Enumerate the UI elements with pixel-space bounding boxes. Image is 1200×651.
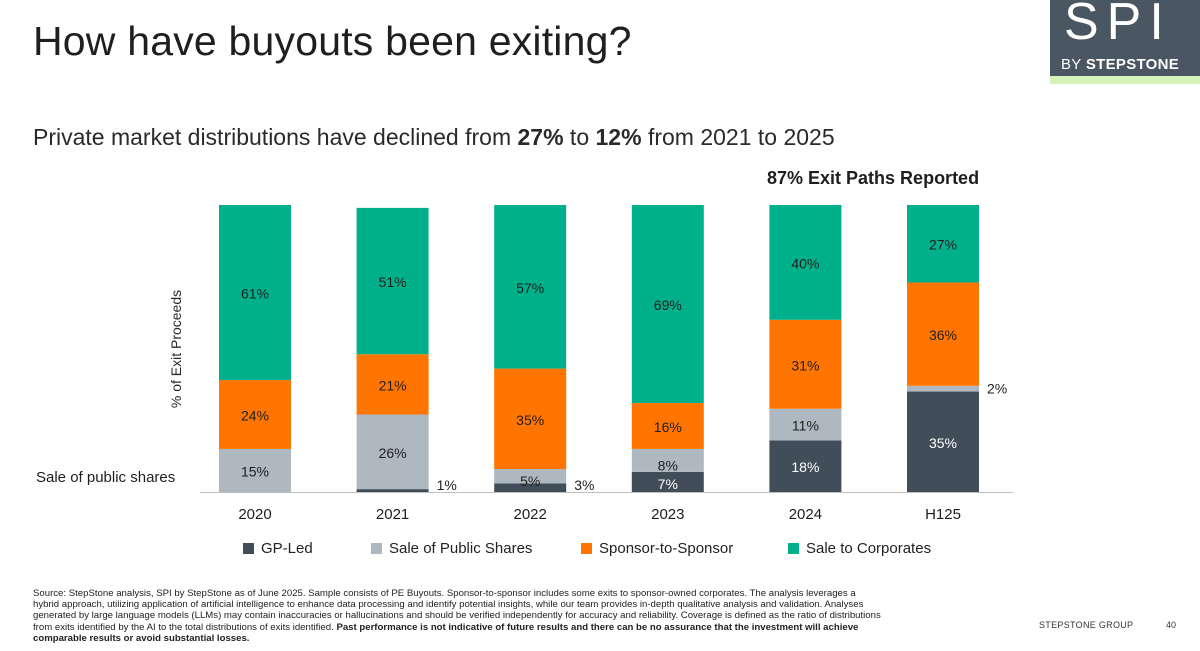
- spi-logo: SPI BY STEPSTONE: [1050, 0, 1200, 84]
- data-label-sale-public-shares-2024: 11%: [792, 418, 819, 434]
- bar-segment-sale-to-corporates-2021: [356, 207, 429, 355]
- chart-subtitle: Private market distributions have declin…: [33, 124, 835, 151]
- legend-swatch-gp-led: [243, 543, 254, 554]
- legend-swatch-sale-to-corporates: [788, 543, 799, 554]
- bar-segment-sponsor-to-sponsor-2022: [494, 368, 567, 470]
- data-label-sale-public-shares-2023: 8%: [658, 457, 678, 473]
- exit-paths-annotation: 87% Exit Paths Reported: [767, 168, 980, 188]
- source-footnote: Source: StepStone analysis, SPI by StepS…: [33, 588, 883, 644]
- bar-segment-gp-led-2022: [494, 483, 567, 492]
- subtitle-part-3: from 2021 to 2025: [641, 124, 835, 150]
- footnote-text: Source: StepStone analysis, SPI by StepS…: [33, 588, 881, 633]
- bar-segment-sale-public-shares-2020: [219, 448, 291, 492]
- bar-segment-sale-public-shares-2024: [769, 408, 842, 441]
- subtitle-value-2025: 12%: [595, 124, 642, 150]
- footer-brand: STEPSTONE GROUP: [1039, 620, 1134, 630]
- sale-of-public-shares-side-label: Sale of public shares: [36, 469, 175, 486]
- data-label-sale-to-corporates-2023: 69%: [654, 297, 682, 313]
- bar-segment-gp-led-2024: [769, 440, 842, 492]
- data-label-sale-public-shares-2020: 15%: [241, 463, 269, 479]
- bar-segment-sale-to-corporates-2020: [219, 205, 291, 381]
- bar-segment-sale-to-corporates-2023: [631, 205, 704, 404]
- data-label-sale-public-shares-h125: 2%: [987, 381, 1007, 397]
- legend-item-sale-to-corporates: Sale to Corporates: [788, 540, 931, 557]
- logo-brand: STEPSTONE: [1085, 56, 1180, 73]
- legend-item-gp-led: GP-Led: [243, 540, 313, 557]
- page-number: 40: [1166, 620, 1177, 630]
- bar-segment-gp-led-h125: [907, 391, 979, 492]
- logo-accent-bar: [1050, 76, 1200, 84]
- data-label-gp-led-2021: 1%: [437, 477, 457, 493]
- logo-by: BY: [1061, 56, 1082, 73]
- x-tick-label-2024: 2024: [789, 506, 822, 523]
- data-label-sale-to-corporates-h125: 27%: [929, 237, 957, 253]
- subtitle-part-2: to: [563, 124, 596, 150]
- logo-byline: BY STEPSTONE: [1061, 56, 1179, 73]
- bar-segment-sponsor-to-sponsor-h125: [907, 282, 979, 386]
- x-tick-label-h125: H125: [925, 506, 961, 523]
- data-label-gp-led-h125: 35%: [929, 435, 957, 451]
- data-label-sale-to-corporates-2020: 61%: [241, 286, 269, 302]
- data-label-sponsor-to-sponsor-2022: 35%: [516, 412, 544, 428]
- subtitle-value-2021: 27%: [517, 124, 564, 150]
- data-label-sale-to-corporates-2022: 57%: [516, 280, 544, 296]
- legend-swatch-sale-public-shares: [371, 543, 382, 554]
- bar-segment-sponsor-to-sponsor-2024: [769, 319, 842, 409]
- data-label-sponsor-to-sponsor-2020: 24%: [241, 408, 269, 424]
- x-tick-label-2020: 2020: [238, 506, 271, 523]
- data-label-gp-led-2024: 18%: [791, 459, 819, 475]
- data-label-sale-public-shares-2021: 26%: [379, 445, 407, 461]
- data-label-sale-to-corporates-2021: 51%: [379, 274, 407, 290]
- bar-segment-sale-to-corporates-h125: [907, 205, 979, 283]
- bar-segment-sale-public-shares-2022: [494, 469, 567, 484]
- bar-segment-sponsor-to-sponsor-2023: [631, 403, 704, 449]
- data-label-sponsor-to-sponsor-h125: 36%: [929, 327, 957, 343]
- data-label-sponsor-to-sponsor-2024: 31%: [791, 357, 819, 373]
- bar-segment-sponsor-to-sponsor-2020: [219, 380, 291, 449]
- data-label-sponsor-to-sponsor-2021: 21%: [379, 377, 407, 393]
- x-tick-label-2021: 2021: [376, 506, 409, 523]
- page-title: How have buyouts been exiting?: [33, 18, 632, 64]
- legend-item-sponsor-to-sponsor: Sponsor-to-Sponsor: [581, 540, 733, 557]
- legend-swatch-sponsor-to-sponsor: [581, 543, 592, 554]
- bar-segment-gp-led-2023: [631, 471, 704, 492]
- subtitle-part-1: Private market distributions have declin…: [33, 124, 518, 150]
- chart-legend: GP-Led Sale of Public Shares Sponsor-to-Sp…: [0, 540, 1200, 562]
- bar-segment-sale-public-shares-h125: [907, 385, 979, 392]
- data-label-sale-to-corporates-2024: 40%: [791, 255, 819, 271]
- legend-label-sale-to-corporates: Sale to Corporates: [806, 540, 932, 557]
- data-label-gp-led-2023: 7%: [658, 476, 678, 492]
- logo-wordmark: SPI: [1064, 0, 1172, 51]
- y-axis-label: % of Exit Proceeds: [168, 290, 184, 408]
- data-label-gp-led-2022: 3%: [574, 477, 594, 493]
- bar-segment-sale-public-shares-2021: [356, 414, 429, 490]
- legend-label-sponsor-to-sponsor: Sponsor-to-Sponsor: [599, 540, 734, 557]
- bar-segment-sale-public-shares-2023: [631, 448, 704, 472]
- bar-segment-sponsor-to-sponsor-2021: [356, 354, 429, 415]
- bar-segment-sale-to-corporates-2024: [769, 205, 842, 320]
- x-tick-label-2022: 2022: [514, 506, 547, 523]
- bar-segment-gp-led-2021: [356, 489, 429, 492]
- data-label-sponsor-to-sponsor-2023: 16%: [654, 419, 682, 435]
- footnote-disclaimer: Past performance is not indicative of fu…: [33, 621, 859, 644]
- bar-segment-sale-to-corporates-2022: [494, 205, 567, 369]
- data-label-sale-public-shares-2022: 5%: [520, 473, 540, 489]
- legend-label-sale-public-shares: Sale of Public Shares: [389, 540, 533, 557]
- x-tick-label-2023: 2023: [651, 506, 684, 523]
- legend-label-gp-led: GP-Led: [261, 540, 313, 557]
- legend-item-sale-public-shares: Sale of Public Shares: [371, 540, 532, 557]
